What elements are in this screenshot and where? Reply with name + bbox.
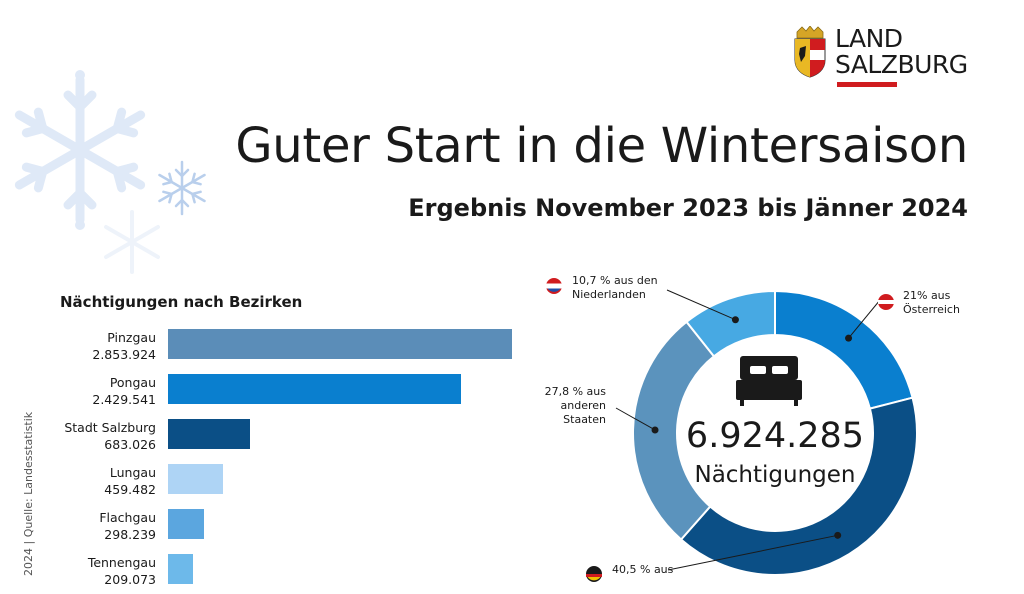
bar-value-label: 298.239 — [104, 527, 156, 542]
page-title: Guter Start in die Wintersaison — [235, 118, 968, 174]
leader-dot — [845, 334, 853, 342]
annotation-line: Österreich — [903, 303, 960, 316]
austria-flag-icon — [878, 294, 894, 310]
bar-label: Pinzgau 2.853.924 — [92, 329, 156, 363]
bar-value-label: 209.073 — [104, 572, 156, 587]
bar-label: Flachgau 298.239 — [99, 509, 156, 543]
bar-value-label: 2.429.541 — [92, 392, 156, 407]
bar-value-label: 459.482 — [104, 482, 156, 497]
bar — [168, 374, 461, 404]
leader-dot — [651, 426, 659, 434]
leader-line — [848, 299, 881, 339]
donut-total-label: Nächtigungen — [694, 462, 856, 488]
bar-row: Stadt Salzburg 683.026 — [0, 419, 520, 459]
annotation-line: 10,7 % aus den — [572, 274, 658, 287]
logo-red-bar — [837, 82, 897, 87]
bar-category-label: Pongau — [109, 375, 156, 390]
bar-label: Lungau 459.482 — [104, 464, 156, 498]
faint-snowflake-icon — [104, 210, 160, 274]
logo-line-salzburg: SALZBURG — [835, 50, 968, 79]
leader-line — [667, 534, 838, 571]
donut-annotation-10-7-aus-den-niederlanden: 10,7 % aus den Niederlanden — [572, 274, 658, 302]
bed-icon — [736, 356, 802, 406]
bar-value-label: 2.853.924 — [92, 347, 156, 362]
bar-category-label: Pinzgau — [107, 330, 156, 345]
donut-slice-10-7-aus-den-niederlanden — [685, 289, 776, 358]
bar-label: Stadt Salzburg 683.026 — [64, 419, 156, 453]
donut-total-value: 6.924.285 — [685, 416, 865, 456]
annotation-line: Niederlanden — [572, 288, 646, 301]
annotation-line: 40,5 % aus — [612, 563, 674, 576]
logo-wordmark: LAND SALZBURG — [835, 26, 968, 78]
bar — [168, 464, 223, 494]
leader-line — [666, 289, 736, 321]
germany-flag-icon — [586, 566, 602, 582]
donut-annotation-21-aus-sterreich: 21% aus Österreich — [903, 289, 960, 317]
bar-row: Tennengau 209.073 — [0, 554, 520, 594]
donut-annotation-40-5-aus-deutschland: 40,5 % aus — [612, 563, 673, 577]
logo-line-land: LAND — [835, 24, 903, 53]
small-snowflake-icon — [158, 160, 206, 216]
bar-label: Tennengau 209.073 — [88, 554, 156, 588]
snowflake-decoration-icon — [14, 70, 206, 274]
bar-label: Pongau 2.429.541 — [92, 374, 156, 408]
donut-slice-40-5-aus-deutschland — [679, 396, 918, 576]
bar — [168, 329, 512, 359]
netherlands-flag-icon — [546, 278, 562, 294]
bar — [168, 554, 193, 584]
annotation-line: 21% aus — [903, 289, 951, 302]
leader-dot — [731, 316, 739, 324]
bar-row: Lungau 459.482 — [0, 464, 520, 504]
bar-row: Pongau 2.429.541 — [0, 374, 520, 414]
bar-category-label: Tennengau — [87, 555, 156, 570]
bar-category-label: Lungau — [109, 465, 156, 480]
bar — [168, 419, 250, 449]
donut-annotation-27-8-aus-anderen-staaten: 27,8 % aus anderen Staaten — [545, 385, 606, 427]
bar-category-label: Stadt Salzburg — [64, 420, 156, 435]
page-subtitle: Ergebnis November 2023 bis Jänner 2024 — [408, 194, 968, 222]
bar-value-label: 683.026 — [104, 437, 156, 452]
annotation-line: 27,8 % aus — [544, 385, 606, 398]
leader-dot — [834, 531, 842, 539]
annotation-line: anderen — [560, 399, 606, 412]
bar-chart-title: Nächtigungen nach Bezirken — [60, 293, 303, 311]
bar-row: Flachgau 298.239 — [0, 509, 520, 549]
annotation-line: Staaten — [563, 413, 606, 426]
bar-category-label: Flachgau — [99, 510, 156, 525]
bar-row: Pinzgau 2.853.924 — [0, 329, 520, 369]
leader-line — [615, 407, 656, 431]
donut-chart — [615, 289, 918, 576]
large-snowflake-icon — [14, 70, 146, 230]
bar — [168, 509, 204, 539]
coat-of-arms-icon — [794, 26, 826, 78]
land-salzburg-logo: LAND SALZBURG — [793, 26, 973, 90]
